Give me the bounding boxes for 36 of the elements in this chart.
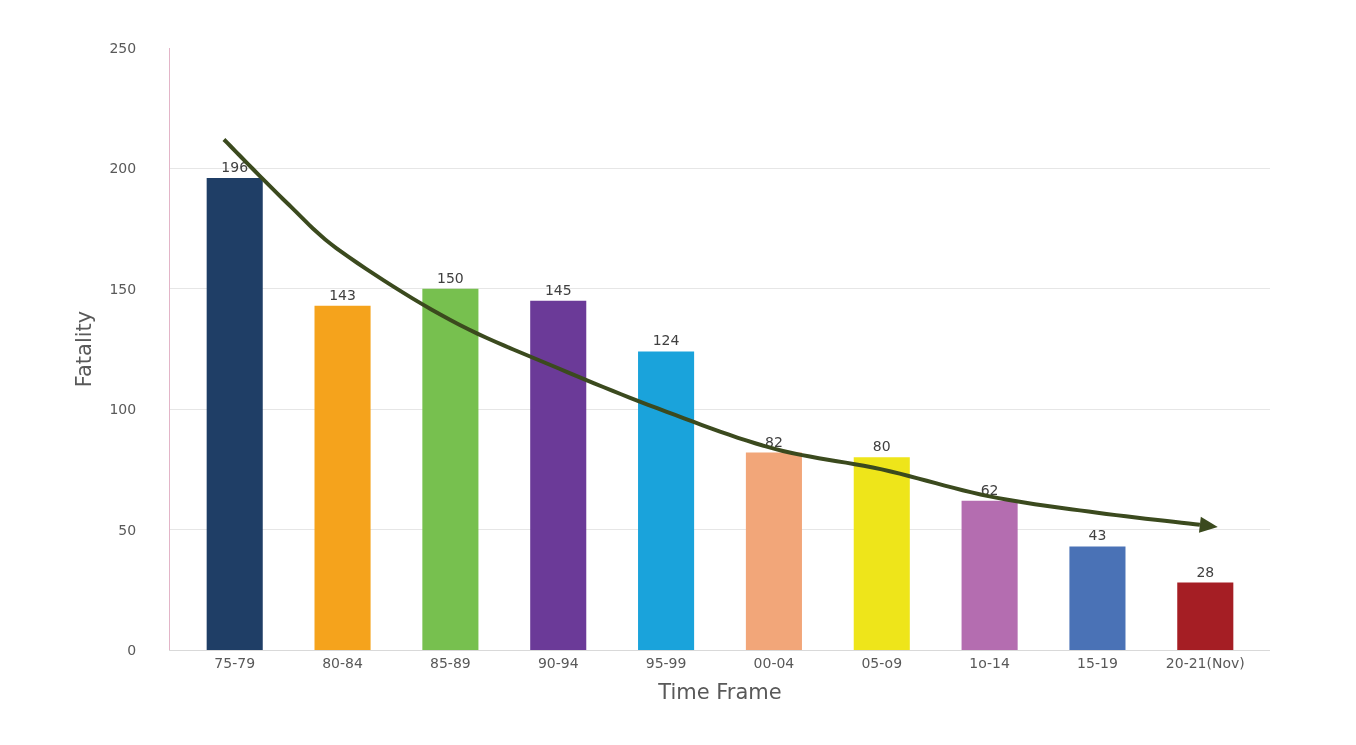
y-tick-label: 50 — [118, 521, 137, 538]
bar — [314, 305, 371, 650]
data-label: 150 — [437, 269, 464, 286]
x-tick-label: 1o-14 — [969, 654, 1010, 671]
data-label: 143 — [329, 286, 356, 303]
bar — [206, 178, 263, 650]
x-tick-label: 85-89 — [430, 654, 471, 671]
y-tick-label: 100 — [109, 401, 137, 418]
x-tick-label: 80-84 — [322, 654, 363, 671]
bar — [1177, 582, 1234, 650]
data-label: 43 — [1088, 527, 1107, 544]
y-tick-label: 150 — [109, 280, 137, 297]
x-tick-label: 20-21(Nov) — [1165, 654, 1245, 671]
bar — [853, 457, 910, 650]
bar — [961, 500, 1018, 650]
bar — [745, 452, 802, 650]
x-tick-label: 05-o9 — [861, 654, 903, 671]
bar — [422, 288, 479, 650]
x-tick-label: 75-79 — [214, 654, 256, 671]
y-tick-label: 0 — [127, 641, 137, 658]
y-tick-label: 250 — [109, 39, 137, 56]
x-tick-label: 95-99 — [645, 654, 687, 671]
data-label: 80 — [872, 438, 891, 455]
data-label: 28 — [1196, 563, 1215, 580]
data-label: 145 — [544, 281, 572, 298]
x-tick-label: 90-94 — [537, 654, 579, 671]
x-axis-title: Time Frame — [657, 680, 782, 704]
y-tick-label: 200 — [109, 160, 137, 177]
data-label: 124 — [652, 332, 680, 349]
bar — [1069, 546, 1126, 650]
y-axis-title: Fatality — [71, 310, 96, 388]
x-tick-label: 15-19 — [1077, 654, 1118, 671]
x-tick-label: 00-04 — [753, 654, 795, 671]
bar — [530, 300, 587, 650]
bar — [638, 351, 695, 650]
data-label: 196 — [221, 159, 249, 176]
